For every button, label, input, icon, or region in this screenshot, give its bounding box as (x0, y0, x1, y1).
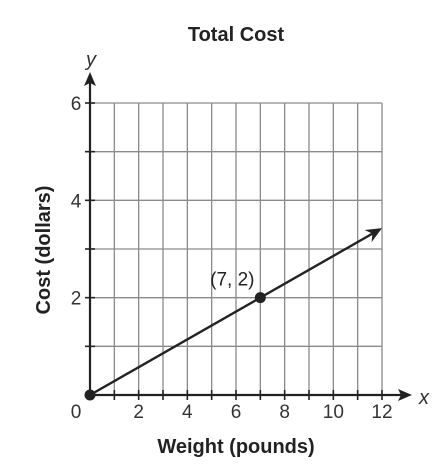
x-axis-label: Weight (pounds) (157, 436, 314, 458)
x-tick-label: 10 (323, 402, 344, 423)
x-tick-label: 6 (231, 402, 242, 423)
grid (90, 102, 383, 395)
axes (84, 72, 412, 401)
y-axis-arrow (84, 72, 96, 86)
series (84, 228, 382, 401)
y-axis-label: Cost (dollars) (33, 186, 55, 315)
chart-title: Total Cost (188, 24, 285, 46)
x-axis-arrow (398, 389, 412, 401)
origin-label: 0 (71, 402, 82, 423)
x-tick-label: 8 (279, 402, 290, 423)
series-arrow (364, 228, 382, 243)
y-variable-label: y (84, 49, 97, 71)
y-tick-labels: 2 4 6 (71, 94, 82, 310)
y-tick-label: 2 (71, 289, 82, 310)
x-tick-label: 2 (133, 402, 144, 423)
y-tick-label: 6 (71, 94, 82, 115)
x-variable-label: x (418, 387, 430, 409)
series-line (89, 231, 376, 397)
highlight-point (254, 292, 266, 304)
x-tick-label: 12 (371, 402, 392, 423)
x-tick-labels: 2 4 6 8 10 12 (133, 402, 392, 423)
y-tick-label: 4 (71, 191, 82, 212)
point-label: (7, 2) (210, 270, 254, 291)
origin-point (84, 389, 96, 401)
x-tick-label: 4 (182, 402, 193, 423)
